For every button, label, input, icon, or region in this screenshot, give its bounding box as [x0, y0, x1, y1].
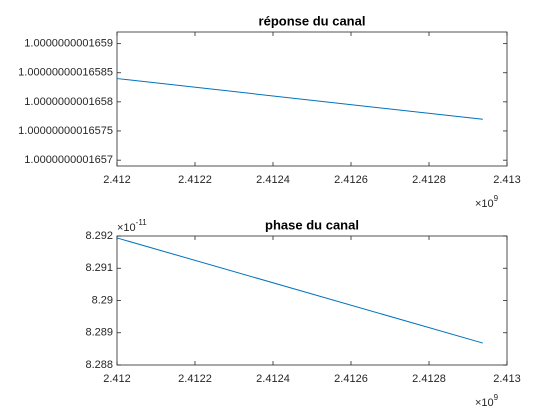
multiplier-exponent: -11	[136, 218, 148, 227]
x-tick-label: 2.412	[103, 174, 131, 186]
axis-multiplier: ×10-11	[117, 218, 147, 234]
y-tick-label: 1.00000000016585	[18, 67, 113, 79]
y-tick-label: 1.0000000001659	[24, 38, 113, 50]
y-tick-label: 8.289	[85, 327, 113, 339]
axes-box	[116, 31, 508, 167]
x-tick-label: 2.4124	[256, 373, 290, 385]
axes-box	[116, 235, 508, 366]
multiplier-exponent: 9	[494, 393, 499, 402]
x-tick-label: 2.412	[103, 373, 131, 385]
y-tick-label: 8.288	[85, 359, 113, 371]
x-tick-label: 2.4128	[412, 373, 446, 385]
multiplier-base: ×10	[475, 198, 494, 210]
x-tick-label: 2.4122	[178, 174, 212, 186]
line-series	[116, 237, 483, 344]
line-series	[116, 78, 483, 120]
x-tick-label: 2.413	[493, 174, 521, 186]
y-tick-label: 8.29	[92, 294, 113, 306]
y-tick-label: 1.00000000016575	[18, 125, 113, 137]
x-tick-label: 2.4128	[412, 174, 446, 186]
x-tick-label: 2.413	[493, 373, 521, 385]
multiplier-base: ×10	[475, 397, 494, 409]
y-tick-label: 8.291	[85, 262, 113, 274]
axis-multiplier: ×109	[475, 194, 499, 210]
x-tick-label: 2.4126	[334, 174, 368, 186]
x-tick-label: 2.4122	[178, 373, 212, 385]
chart-title: phase du canal	[265, 217, 359, 232]
chart-title: réponse du canal	[259, 13, 366, 28]
multiplier-base: ×10	[117, 222, 136, 234]
multiplier-exponent: 9	[494, 194, 499, 203]
x-tick-label: 2.4126	[334, 373, 368, 385]
x-tick-label: 2.4124	[256, 174, 290, 186]
y-tick-label: 8.292	[85, 230, 113, 242]
y-tick-label: 1.0000000001657	[24, 154, 113, 166]
axis-multiplier: ×109	[475, 393, 499, 409]
y-tick-label: 1.0000000001658	[24, 96, 113, 108]
